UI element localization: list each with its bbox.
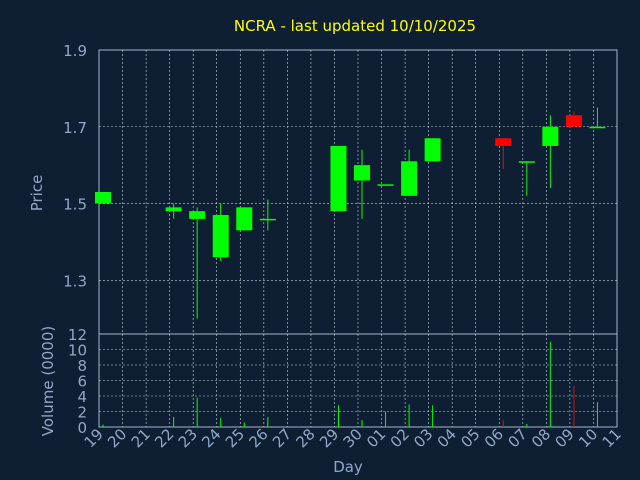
- volume-tick-label: 8: [77, 357, 87, 375]
- price-axis-label: Price: [28, 175, 46, 212]
- x-axis-label: Day: [333, 458, 363, 476]
- volume-axis-label: Volume (0000): [39, 326, 57, 436]
- volume-tick-label: 0: [77, 419, 87, 437]
- x-tick-label: 28: [293, 425, 319, 451]
- price-tick-label: 1.7: [63, 119, 87, 137]
- candle-body: [589, 126, 606, 129]
- x-tick-label: 11: [599, 425, 625, 451]
- candle-body: [212, 215, 229, 258]
- x-tick-label: 25: [222, 425, 248, 451]
- x-tick-label: 02: [387, 425, 413, 451]
- candle-body: [424, 138, 441, 162]
- volume-tick-label: 4: [77, 388, 87, 406]
- candle-body: [165, 207, 182, 212]
- x-tick-label: 23: [175, 425, 201, 451]
- candle-body: [189, 211, 206, 219]
- x-axis-ticks: 1920212223242526272829300102030405060708…: [81, 425, 625, 451]
- x-tick-label: 01: [363, 425, 389, 451]
- x-tick-label: 10: [575, 425, 601, 451]
- candle-body: [354, 165, 370, 181]
- x-tick-label: 30: [340, 425, 366, 451]
- price-panel: 1.9 1.7 1.5 1.3: [63, 42, 618, 335]
- candle-body: [95, 192, 111, 204]
- candle-body: [495, 138, 512, 146]
- candle-body: [377, 184, 394, 186]
- x-tick-label: 08: [528, 425, 554, 451]
- chart-title: NCRA - last updated 10/10/2025: [234, 17, 476, 35]
- x-tick-label: 05: [457, 425, 483, 451]
- candle-body: [401, 161, 418, 196]
- x-tick-label: 29: [316, 425, 342, 451]
- x-tick-label: 06: [481, 425, 507, 451]
- price-tick-label: 1.5: [63, 196, 87, 214]
- candle-body: [259, 218, 276, 221]
- candle-body: [542, 126, 559, 146]
- x-tick-label: 21: [128, 425, 154, 451]
- x-tick-label: 24: [198, 425, 224, 451]
- candle-body: [518, 161, 535, 163]
- volume-tick-label: 6: [77, 373, 87, 391]
- price-tick-label: 1.3: [63, 272, 87, 290]
- volume-tick-label: 10: [68, 342, 87, 360]
- x-tick-label: 07: [504, 425, 530, 451]
- x-tick-label: 20: [104, 425, 130, 451]
- x-tick-label: 09: [552, 425, 578, 451]
- x-tick-label: 04: [434, 425, 460, 451]
- candle-body: [330, 145, 347, 212]
- volume-tick-label: 2: [77, 404, 87, 422]
- candle-body: [236, 207, 253, 231]
- x-tick-label: 27: [269, 425, 295, 451]
- x-tick-label: 26: [245, 425, 271, 451]
- price-tick-label: 1.9: [63, 42, 87, 60]
- volume-tick-label: 12: [68, 326, 87, 344]
- candle-body: [565, 115, 582, 127]
- x-tick-label: 03: [410, 425, 436, 451]
- x-tick-label: 22: [151, 425, 177, 451]
